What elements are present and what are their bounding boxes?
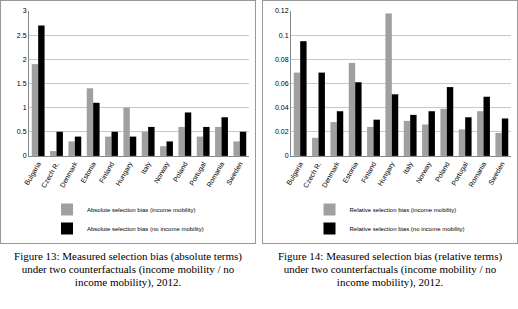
svg-text:Hungary: Hungary (114, 160, 134, 187)
svg-text:Relative selection bias (incom: Relative selection bias (income mobility… (350, 207, 457, 213)
svg-text:Czech R.: Czech R. (302, 161, 322, 189)
svg-text:Czech R.: Czech R. (40, 161, 60, 189)
svg-text:0.06: 0.06 (275, 80, 289, 87)
svg-text:Bulgaria: Bulgaria (23, 160, 43, 186)
svg-text:Portugal: Portugal (450, 160, 470, 187)
svg-text:Bulgaria: Bulgaria (285, 160, 305, 186)
svg-text:0: 0 (23, 152, 27, 159)
svg-text:Sweden: Sweden (487, 160, 506, 185)
svg-text:1.5: 1.5 (17, 80, 27, 87)
svg-text:Italy: Italy (402, 160, 416, 176)
svg-text:Norway: Norway (414, 160, 433, 185)
svg-text:2.5: 2.5 (17, 32, 27, 39)
svg-text:Finland: Finland (360, 160, 378, 183)
svg-text:0.12: 0.12 (275, 7, 289, 14)
svg-text:Absolute selection bias (incom: Absolute selection bias (income mobility… (87, 207, 195, 213)
svg-text:1: 1 (23, 104, 27, 111)
svg-text:Absolute selection bias (no in: Absolute selection bias (no income mobil… (87, 226, 204, 232)
svg-text:Finland: Finland (98, 160, 116, 183)
svg-text:0.1: 0.1 (279, 32, 289, 39)
html-text:Figure 14: Measured selection: Figure 14: Measured selection bias (rela… (277, 250, 503, 288)
html-text:Figure 13: Measured selection: Figure 13: Measured selection bias (abso… (14, 250, 242, 288)
svg-text:Estonia: Estonia (79, 160, 97, 184)
svg-text:Denmark: Denmark (320, 160, 341, 189)
svg-text:Poland: Poland (172, 160, 189, 182)
svg-text:0: 0 (285, 152, 289, 159)
svg-text:Italy: Italy (140, 160, 154, 176)
svg-text:Romania: Romania (467, 160, 487, 188)
svg-text:2: 2 (23, 56, 27, 63)
svg-text:Relative selection bias (no in: Relative selection bias (no income mobil… (350, 226, 465, 232)
svg-text:Denmark: Denmark (58, 160, 79, 189)
svg-text:Hungary: Hungary (376, 160, 396, 187)
svg-text:Estonia: Estonia (341, 160, 359, 184)
svg-text:Sweden: Sweden (225, 160, 244, 185)
svg-text:Poland: Poland (434, 160, 451, 182)
svg-text:3: 3 (23, 7, 27, 14)
svg-text:0.08: 0.08 (275, 56, 289, 63)
svg-text:Romania: Romania (205, 160, 225, 188)
svg-text:0.04: 0.04 (275, 104, 289, 111)
svg-text:Norway: Norway (152, 160, 171, 185)
svg-text:Portugal: Portugal (188, 160, 208, 187)
svg-text:0.02: 0.02 (275, 128, 289, 135)
svg-text:0.5: 0.5 (17, 128, 27, 135)
